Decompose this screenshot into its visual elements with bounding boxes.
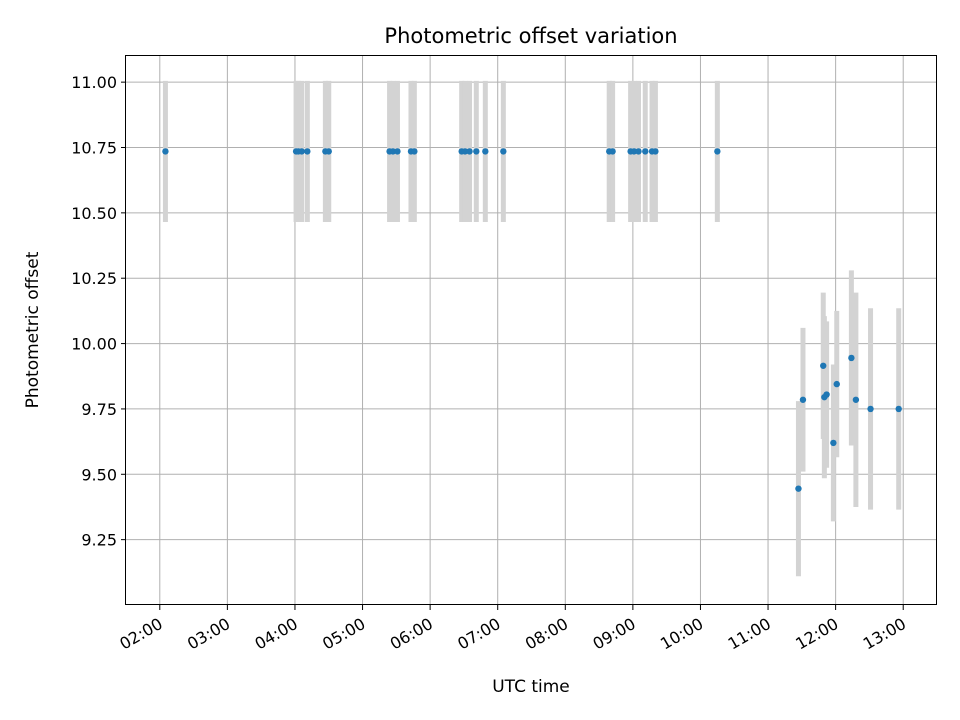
data-point bbox=[867, 405, 874, 413]
data-point bbox=[394, 148, 401, 155]
y-tick-label: 10.75 bbox=[71, 139, 117, 158]
y-tick-label: 10.00 bbox=[71, 335, 117, 354]
y-axis-label: Photometric offset bbox=[23, 251, 43, 408]
y-tick-label: 9.50 bbox=[81, 465, 117, 484]
y-tick-label: 10.25 bbox=[71, 269, 117, 288]
data-point bbox=[830, 439, 837, 447]
data-points bbox=[162, 148, 902, 492]
data-point bbox=[799, 396, 807, 403]
data-point bbox=[473, 148, 480, 155]
data-point bbox=[411, 148, 418, 155]
y-tick-label: 10.50 bbox=[71, 204, 117, 223]
data-point bbox=[895, 405, 902, 413]
y-tick-label: 9.75 bbox=[81, 400, 117, 419]
data-point bbox=[848, 354, 855, 362]
y-tick-label: 11.00 bbox=[71, 73, 117, 92]
data-point bbox=[609, 148, 616, 155]
data-point bbox=[852, 396, 860, 403]
data-point bbox=[820, 362, 827, 369]
data-point bbox=[500, 148, 507, 155]
data-point bbox=[298, 148, 305, 155]
data-point bbox=[635, 148, 642, 155]
data-point bbox=[389, 148, 397, 155]
y-tick-label: 9.25 bbox=[81, 531, 117, 550]
data-point bbox=[162, 148, 169, 155]
grid bbox=[126, 56, 937, 605]
data-point bbox=[630, 148, 638, 155]
data-point bbox=[652, 148, 659, 155]
data-point bbox=[466, 148, 473, 155]
data-point bbox=[304, 148, 311, 155]
y-axis: 9.25 9.50 9.75 10.00 10.25 10.50 10.75 11.00 bbox=[71, 73, 126, 550]
data-point bbox=[714, 148, 721, 155]
data-point bbox=[642, 148, 649, 155]
x-axis-label: UTC time bbox=[492, 677, 570, 697]
plot-frame bbox=[125, 55, 937, 605]
data-point bbox=[833, 380, 840, 388]
chart-title: Photometric offset variation bbox=[384, 24, 677, 48]
data-point bbox=[482, 148, 489, 155]
data-point bbox=[795, 485, 802, 492]
data-point bbox=[325, 148, 332, 155]
data-point bbox=[823, 391, 830, 398]
data-point bbox=[461, 148, 469, 155]
